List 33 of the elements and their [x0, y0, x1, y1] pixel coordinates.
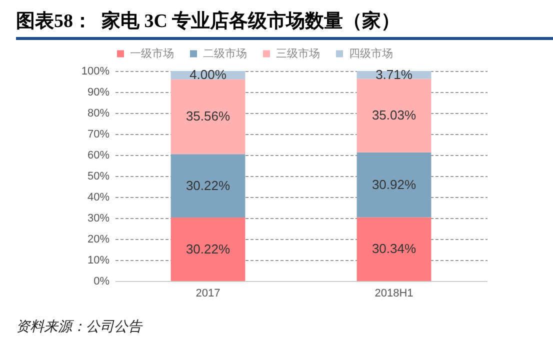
- y-tick-label: 60%: [87, 150, 110, 162]
- y-tick-label: 70%: [87, 128, 110, 140]
- chart-title: 图表58： 家电 3C 专业店各级市场数量（家）: [16, 10, 400, 34]
- data-label: 30.92%: [372, 176, 416, 192]
- data-label: 30.22%: [186, 178, 230, 193]
- text: 资料来源：公司公告: [16, 318, 142, 336]
- x-tick-label: 2017: [196, 288, 220, 300]
- legend-label: 三级市场: [276, 46, 320, 60]
- y-tick-label: 90%: [87, 86, 110, 98]
- y-tick-label: 50%: [87, 170, 110, 182]
- y-tick-label: 30%: [87, 212, 110, 224]
- data-label: 3.71%: [376, 66, 413, 82]
- y-tick-label: 0%: [94, 276, 110, 288]
- x-tick-label: 2018H1: [374, 288, 414, 300]
- bar: [356, 217, 432, 281]
- data-label: 30.34%: [372, 241, 416, 256]
- y-tick-label: 40%: [87, 192, 110, 204]
- bar: [170, 79, 246, 154]
- bar: [356, 152, 432, 218]
- legend-label: 二级市场: [203, 46, 247, 60]
- data-label: 30.22%: [186, 241, 230, 256]
- data-label: 35.56%: [186, 108, 230, 124]
- bar: [170, 154, 246, 218]
- y-tick-label: 20%: [87, 234, 110, 246]
- y-tick-label: 10%: [87, 254, 110, 266]
- data-label: 4.00%: [190, 67, 227, 82]
- legend-label: 一级市场: [130, 46, 174, 60]
- y-tick-label: 100%: [81, 66, 110, 78]
- bar: [170, 218, 246, 281]
- y-tick-label: 80%: [87, 108, 110, 120]
- data-label: 35.03%: [372, 108, 416, 123]
- bar: [356, 78, 432, 152]
- legend-label: 四级市场: [349, 46, 393, 60]
